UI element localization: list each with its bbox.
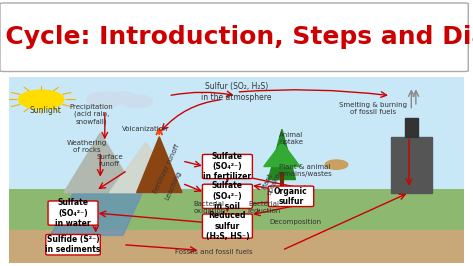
FancyBboxPatch shape (202, 184, 253, 209)
FancyBboxPatch shape (9, 77, 464, 235)
Text: Sulfur (SO₂, H₂S)
in the atmosphere: Sulfur (SO₂, H₂S) in the atmosphere (201, 82, 272, 102)
FancyBboxPatch shape (46, 235, 100, 255)
Text: Leaching: Leaching (164, 170, 182, 201)
Polygon shape (404, 118, 418, 137)
Text: Sulfide (S²⁻)
in sediments: Sulfide (S²⁻) in sediments (45, 235, 101, 254)
Text: Plant & animal
remains/wastes: Plant & animal remains/wastes (277, 164, 332, 177)
Circle shape (109, 92, 137, 103)
Circle shape (87, 92, 123, 107)
FancyBboxPatch shape (202, 214, 253, 238)
Polygon shape (264, 142, 300, 167)
Circle shape (121, 95, 152, 108)
Text: Fossils and fossil fuels: Fossils and fossil fuels (175, 249, 253, 255)
Text: Sunlight: Sunlight (30, 106, 61, 115)
Text: Bacterial
oxidation: Bacterial oxidation (193, 201, 225, 214)
Polygon shape (64, 133, 137, 193)
Text: Precipitation
(acid rain,
snowfall): Precipitation (acid rain, snowfall) (70, 104, 113, 125)
Circle shape (18, 90, 64, 109)
Text: Sulfur Cycle: Introduction, Steps and Diagram: Sulfur Cycle: Introduction, Steps and Di… (0, 25, 473, 49)
FancyBboxPatch shape (268, 186, 314, 206)
Text: Animal
uptake: Animal uptake (279, 132, 303, 145)
FancyBboxPatch shape (0, 3, 468, 72)
Text: Volcanization: Volcanization (123, 126, 169, 132)
Text: Sulfate
(SO₄²⁻)
in water: Sulfate (SO₄²⁻) in water (55, 198, 91, 228)
Polygon shape (137, 137, 182, 193)
Text: Sulfate
(SO₄²⁻)
in soil: Sulfate (SO₄²⁻) in soil (212, 181, 243, 211)
Text: Reduced
sulfur
(H₂S, HS⁻): Reduced sulfur (H₂S, HS⁻) (206, 211, 249, 241)
FancyBboxPatch shape (9, 230, 464, 263)
Text: Weathering
of rocks: Weathering of rocks (67, 140, 107, 152)
Text: Smelting & burning
of fossil fuels: Smelting & burning of fossil fuels (339, 102, 407, 115)
Text: Fertilizer runoff: Fertilizer runoff (152, 143, 180, 194)
FancyBboxPatch shape (202, 154, 253, 179)
Polygon shape (391, 137, 432, 193)
Text: Decomposition: Decomposition (270, 219, 322, 225)
FancyBboxPatch shape (48, 201, 98, 225)
Text: Sulfate
(SO₄²⁻)
in fertilizer: Sulfate (SO₄²⁻) in fertilizer (203, 152, 252, 181)
Text: Surface
runoff: Surface runoff (96, 155, 123, 167)
Polygon shape (50, 185, 146, 235)
FancyBboxPatch shape (9, 189, 464, 235)
Circle shape (325, 160, 348, 169)
Text: Organic
sulfur: Organic sulfur (274, 187, 308, 206)
Polygon shape (109, 142, 182, 193)
Text: Plant
uptake: Plant uptake (260, 169, 281, 196)
Polygon shape (268, 129, 296, 180)
Text: Bacterial
reduction: Bacterial reduction (247, 201, 280, 214)
